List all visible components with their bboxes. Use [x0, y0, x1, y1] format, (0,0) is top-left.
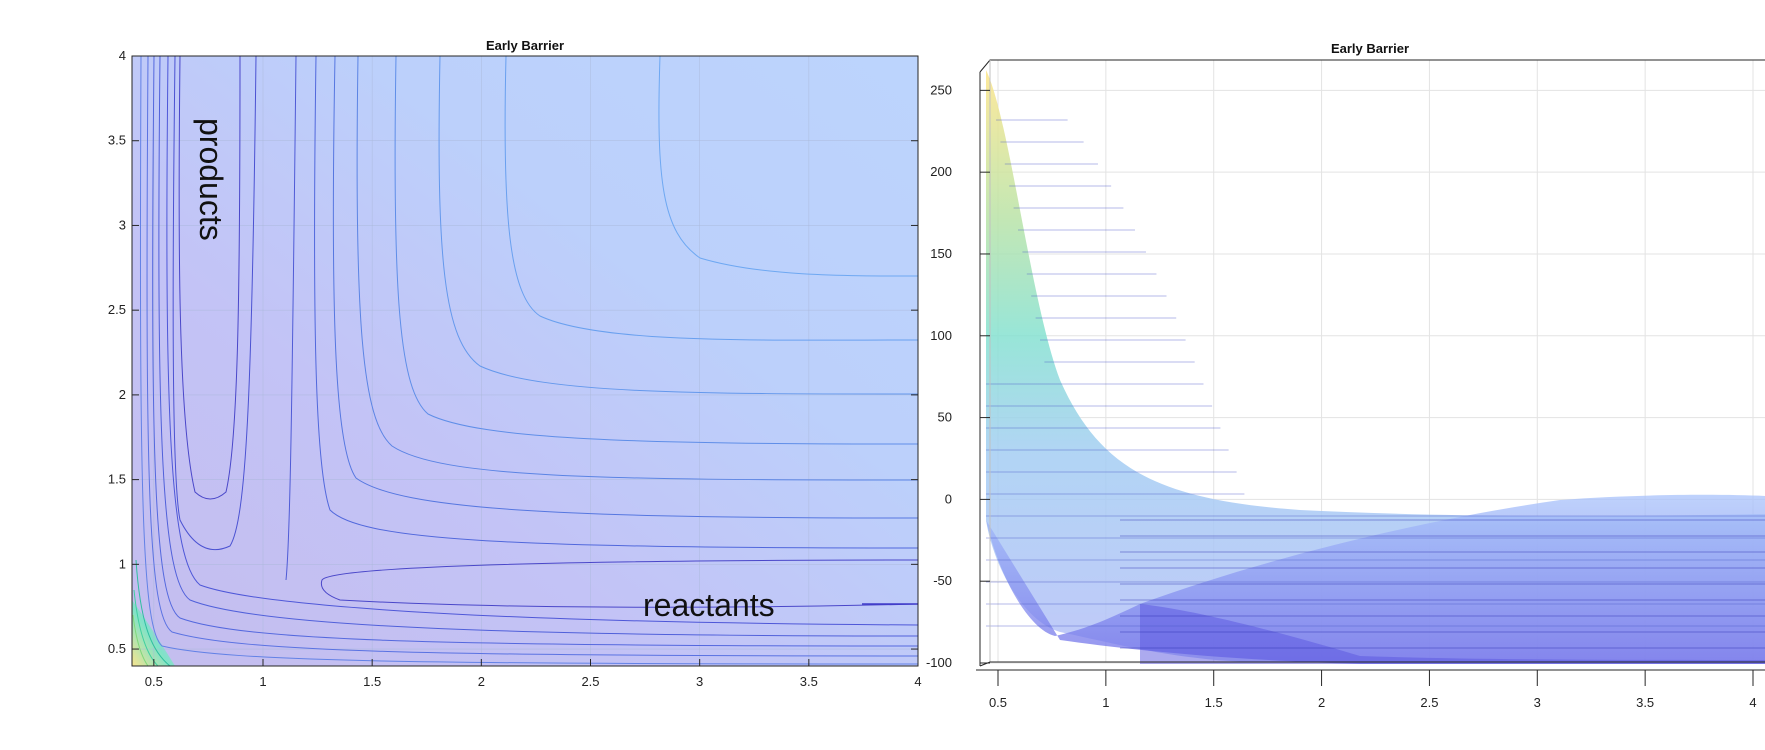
x-tick-label: 3.5: [800, 674, 818, 689]
x-tick-label: 2: [478, 674, 485, 689]
x-tick-label: 3: [696, 674, 703, 689]
contour-line: [320, 559, 918, 608]
contour-line: [132, 614, 149, 666]
x-tick-label: 2.5: [1420, 695, 1438, 710]
x-tick-label: 1: [1102, 695, 1109, 710]
x-tick-label: 3.5: [1636, 695, 1654, 710]
z-axis: -100 -50 0 50 100 150 200 250: [926, 82, 990, 670]
y-tick-label: 1: [119, 556, 126, 571]
z-tick-label: 200: [930, 164, 952, 179]
contour-line: [356, 56, 918, 481]
contour-line: [178, 56, 241, 500]
y-tick-label: 1.5: [108, 472, 126, 487]
annotation-products: products: [193, 118, 229, 241]
y-axis: 0.5 1 1.5 2 2.5 3 3.5 4: [108, 48, 918, 656]
x-tick-label: 4: [1749, 695, 1756, 710]
x-axis: 0.5 1 1.5 2 2.5 3 3.5 4: [145, 659, 922, 689]
x-tick-label: 0.5: [989, 695, 1007, 710]
x-tick-label: 1: [259, 674, 266, 689]
x-axis: 0.5 1 1.5 2 2.5 3 3.5 4: [989, 670, 1757, 710]
x-tick-label: 2.5: [581, 674, 599, 689]
floor-edge: [979, 661, 1765, 667]
z-tick-label: 0: [945, 491, 952, 506]
x-tick-label: 2: [1318, 695, 1325, 710]
contour-line: [146, 56, 918, 657]
contour-lines: [132, 56, 918, 666]
surface-panel: Early Barrier 0.5 1 1.5 2 2.5 3 3.5 4 -100 -50 0 5…: [926, 41, 1765, 710]
surface-valley-floor: [1140, 604, 1765, 664]
x-tick-label: 0.5: [145, 674, 163, 689]
contour-line: [158, 56, 918, 637]
z-tick-label: 50: [938, 410, 952, 425]
z-tick-label: 250: [930, 82, 952, 97]
z-tick-label: 100: [930, 328, 952, 343]
y-tick-label: 0.5: [108, 641, 126, 656]
chart-title: Early Barrier: [486, 38, 564, 53]
contour-line: [139, 56, 918, 665]
chart-title: Early Barrier: [1331, 41, 1409, 56]
x-tick-label: 4: [914, 674, 921, 689]
y-tick-label: 4: [119, 48, 126, 63]
z-tick-label: -50: [933, 573, 952, 588]
contour-line: [172, 56, 257, 551]
contour-line: [314, 56, 918, 549]
high-energy-corner: [132, 600, 175, 666]
plot-frame: [131, 55, 919, 667]
contour-line: [285, 56, 297, 581]
annotation-reactants: reactants: [643, 587, 775, 623]
y-tick-label: 2: [119, 387, 126, 402]
contour-line: [504, 56, 918, 341]
z-tick-label: -100: [926, 655, 952, 670]
contour-line: [166, 56, 918, 626]
contour-line: [152, 56, 918, 647]
contour-line: [135, 559, 171, 666]
surface-wall: [986, 70, 1765, 662]
contour-line: [394, 56, 918, 445]
x-tick-label: 3: [1534, 695, 1541, 710]
y-tick-label: 2.5: [108, 302, 126, 317]
x-tick-label: 1.5: [363, 674, 381, 689]
y-tick-label: 3.5: [108, 133, 126, 148]
contour-line: [332, 56, 918, 519]
x-tick-label: 1.5: [1205, 695, 1223, 710]
z-tick-label: 150: [930, 246, 952, 261]
y-tick-label: 3: [119, 217, 126, 232]
contour-panel: Early Barrier: [108, 38, 922, 689]
contour-line: [658, 56, 918, 277]
contour-line: [133, 589, 159, 666]
surface-mesh-lines: [986, 119, 1765, 649]
contour-line: [438, 56, 918, 395]
